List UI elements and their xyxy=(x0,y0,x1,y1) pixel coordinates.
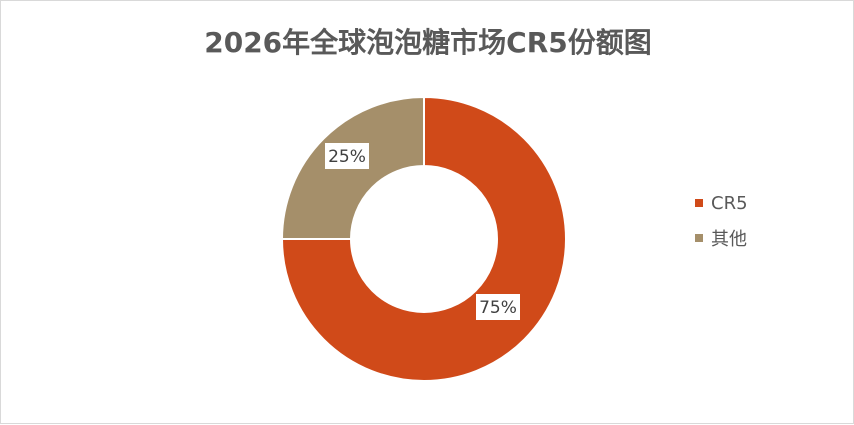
data-labels-group: 75% 25% xyxy=(325,143,520,320)
slices-group xyxy=(280,95,567,382)
data-label-box-2 xyxy=(325,143,369,169)
legend-swatch xyxy=(695,199,703,207)
legend: CR5 其他 xyxy=(695,191,748,261)
data-label-1: 75% xyxy=(479,298,517,318)
legend-swatch xyxy=(695,234,703,242)
legend-item-1: CR5 xyxy=(695,191,748,215)
chart-title: 2026年全球泡泡糖市场CR5份额图 xyxy=(204,26,652,59)
legend-item-2: 其他 xyxy=(695,226,748,250)
legend-label: 其他 xyxy=(711,229,747,250)
legend-label: CR5 xyxy=(711,192,748,214)
data-label-2: 25% xyxy=(328,147,366,167)
data-label-box-1 xyxy=(476,294,520,320)
